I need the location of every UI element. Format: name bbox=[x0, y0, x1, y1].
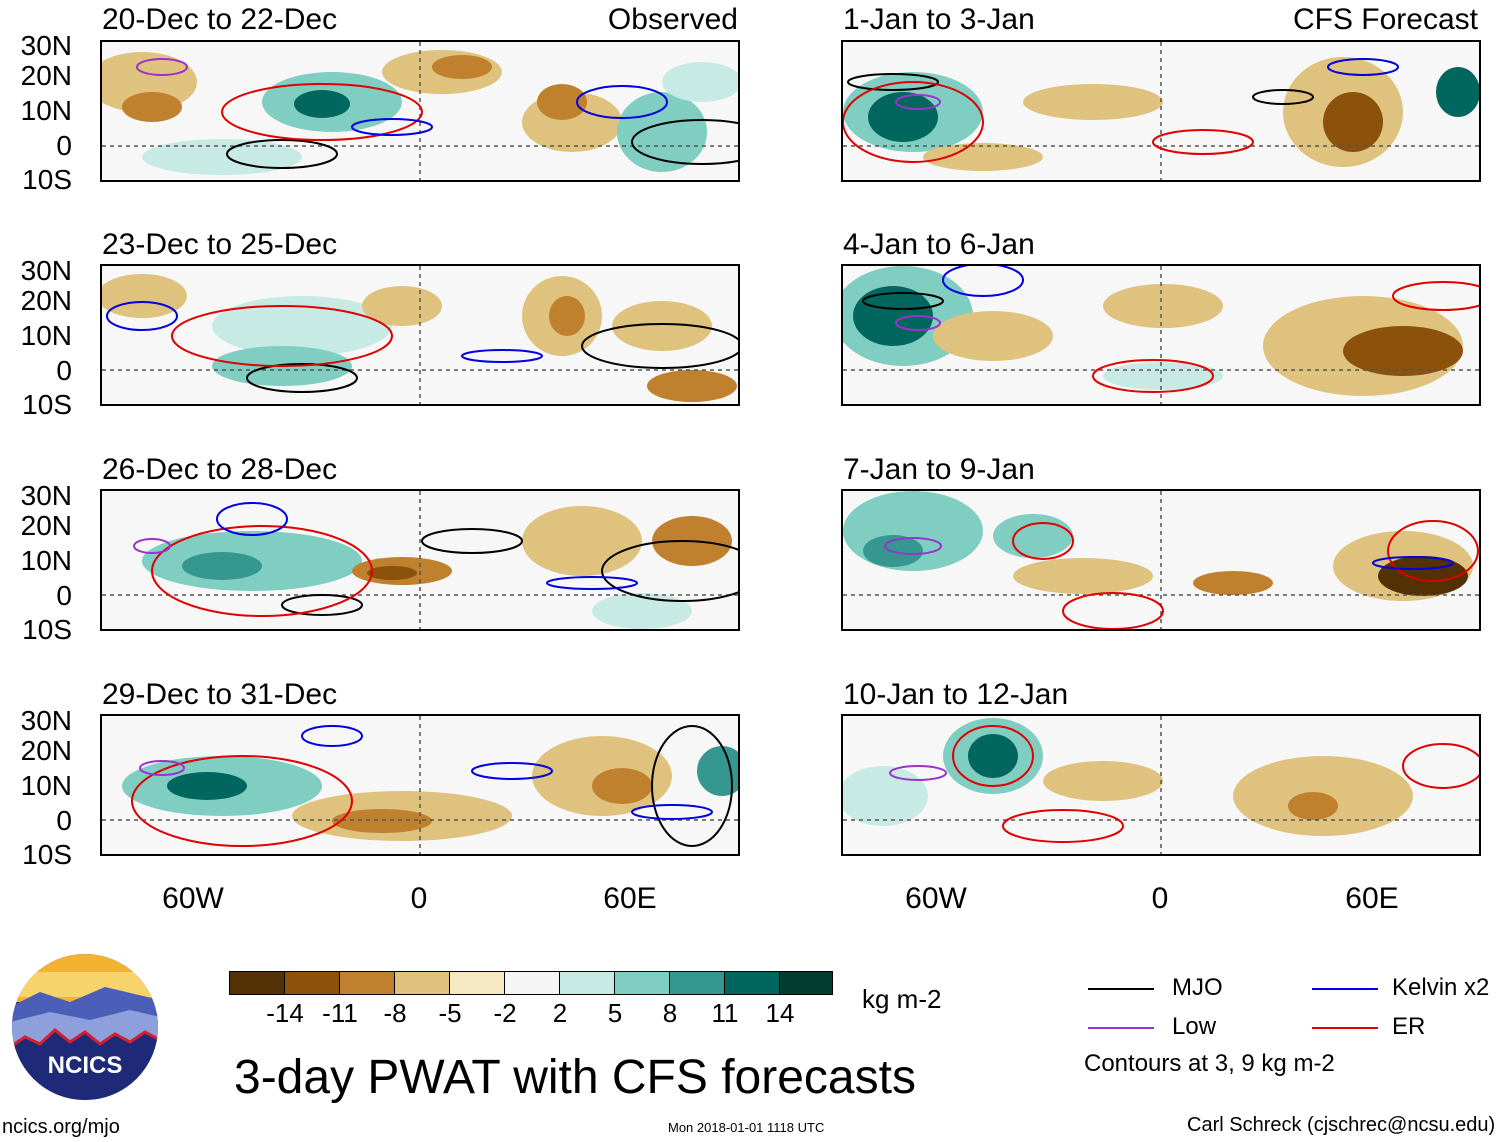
pwat-field bbox=[102, 266, 738, 404]
main-title: 3-day PWAT with CFS forecasts bbox=[234, 1051, 916, 1104]
forecast-header: CFS Forecast bbox=[1292, 3, 1478, 36]
lat-label: 30N bbox=[20, 30, 72, 61]
map-forecast-1 bbox=[841, 40, 1481, 182]
legend-er-line bbox=[1312, 1027, 1378, 1029]
lat-label: 10S bbox=[22, 164, 72, 195]
colorbar-label: -8 bbox=[383, 998, 407, 1028]
lat-label: 10N bbox=[20, 95, 72, 126]
pwat-field bbox=[843, 491, 1479, 629]
panel-title-observed-1: 20-Dec to 22-Dec bbox=[102, 3, 338, 36]
lat-label: 10N bbox=[20, 770, 72, 801]
map-forecast-4 bbox=[841, 714, 1481, 856]
footer-timestamp: Mon 2018-01-01 1118 UTC bbox=[668, 1120, 825, 1135]
pwat-field bbox=[843, 42, 1479, 180]
legend-low-line bbox=[1088, 1027, 1154, 1029]
lon-label-right-60w: 60W bbox=[905, 882, 967, 915]
colorbar-label: -11 bbox=[322, 998, 358, 1028]
legend-mjo-label: MJO bbox=[1172, 974, 1223, 1001]
panel-title-observed-4: 29-Dec to 31-Dec bbox=[102, 678, 338, 711]
legend-low-label: Low bbox=[1172, 1013, 1217, 1040]
map-observed-4 bbox=[100, 714, 740, 856]
colorbar-cell bbox=[394, 971, 450, 995]
colorbar-label: 2 bbox=[552, 998, 568, 1028]
map-observed-3 bbox=[100, 489, 740, 631]
colorbar-cell bbox=[559, 971, 615, 995]
pwat-field bbox=[843, 266, 1479, 404]
map-observed-1 bbox=[100, 40, 740, 182]
map-forecast-2 bbox=[841, 264, 1481, 406]
lat-label: 0 bbox=[56, 805, 72, 836]
logo-text: NCICS bbox=[47, 1052, 123, 1079]
lat-label: 30N bbox=[20, 705, 72, 736]
legend-kelvin-label: Kelvin x2 bbox=[1392, 974, 1490, 1001]
lat-label: 10S bbox=[22, 839, 72, 870]
colorbar-cell bbox=[449, 971, 505, 995]
observed-header: Observed bbox=[607, 3, 738, 36]
lat-label: 0 bbox=[56, 130, 72, 161]
lat-label: 20N bbox=[20, 510, 72, 541]
panel-title-observed-3: 26-Dec to 28-Dec bbox=[102, 453, 338, 486]
colorbar-cell bbox=[339, 971, 395, 995]
lat-label: 30N bbox=[20, 255, 72, 286]
legend-contours-note: Contours at 3, 9 kg m-2 bbox=[1084, 1050, 1335, 1077]
colorbar-label: 14 bbox=[765, 998, 795, 1028]
lat-label: 0 bbox=[56, 580, 72, 611]
lat-label: 10N bbox=[20, 545, 72, 576]
panel-title-observed-2: 23-Dec to 25-Dec bbox=[102, 228, 338, 261]
colorbar-cell bbox=[779, 971, 833, 995]
lon-label-left-60w: 60W bbox=[162, 882, 224, 915]
lon-label-right-0: 0 bbox=[1151, 882, 1169, 915]
colorbar-cell bbox=[614, 971, 670, 995]
lon-label-left-60e: 60E bbox=[603, 882, 657, 915]
panel-title-forecast-2: 4-Jan to 6-Jan bbox=[843, 228, 1035, 261]
lon-label-left-0: 0 bbox=[410, 882, 428, 915]
pwat-field bbox=[102, 42, 738, 180]
panel-title-forecast-1: 1-Jan to 3-Jan bbox=[843, 3, 1035, 36]
colorbar-unit: kg m-2 bbox=[862, 984, 942, 1014]
map-forecast-3 bbox=[841, 489, 1481, 631]
pwat-field bbox=[102, 716, 738, 854]
colorbar-cell bbox=[284, 971, 340, 995]
colorbar-cell bbox=[669, 971, 725, 995]
colorbar-label: 11 bbox=[711, 998, 739, 1028]
colorbar-label: -5 bbox=[438, 998, 462, 1028]
lat-label: 20N bbox=[20, 285, 72, 316]
colorbar-cell bbox=[229, 971, 285, 995]
footer-url: ncics.org/mjo bbox=[2, 1116, 120, 1138]
colorbar-label: 5 bbox=[607, 998, 623, 1028]
panel-title-forecast-4: 10-Jan to 12-Jan bbox=[843, 678, 1069, 711]
legend-kelvin-line bbox=[1312, 988, 1378, 990]
logo-icon bbox=[12, 954, 158, 1100]
footer-author: Carl Schreck (cjschrec@ncsu.edu) bbox=[1187, 1114, 1496, 1136]
lat-label: 10S bbox=[22, 389, 72, 420]
lat-label: 10N bbox=[20, 320, 72, 351]
lat-label: 20N bbox=[20, 735, 72, 766]
colorbar-label: 8 bbox=[662, 998, 678, 1028]
lat-label: 20N bbox=[20, 60, 72, 91]
lat-label: 30N bbox=[20, 480, 72, 511]
colorbar-cell bbox=[724, 971, 780, 995]
lat-label: 10S bbox=[22, 614, 72, 645]
colorbar-cell bbox=[504, 971, 560, 995]
lat-label: 0 bbox=[56, 355, 72, 386]
legend-mjo-line bbox=[1088, 988, 1154, 990]
colorbar-label: -2 bbox=[493, 998, 517, 1028]
ncics-logo: NCICS bbox=[10, 952, 160, 1102]
colorbar-label: -14 bbox=[266, 998, 304, 1028]
panel-title-forecast-3: 7-Jan to 9-Jan bbox=[843, 453, 1035, 486]
lon-label-right-60e: 60E bbox=[1345, 882, 1399, 915]
legend-er-label: ER bbox=[1392, 1013, 1426, 1040]
pwat-field bbox=[843, 716, 1479, 854]
map-observed-2 bbox=[100, 264, 740, 406]
pwat-field bbox=[102, 491, 738, 629]
